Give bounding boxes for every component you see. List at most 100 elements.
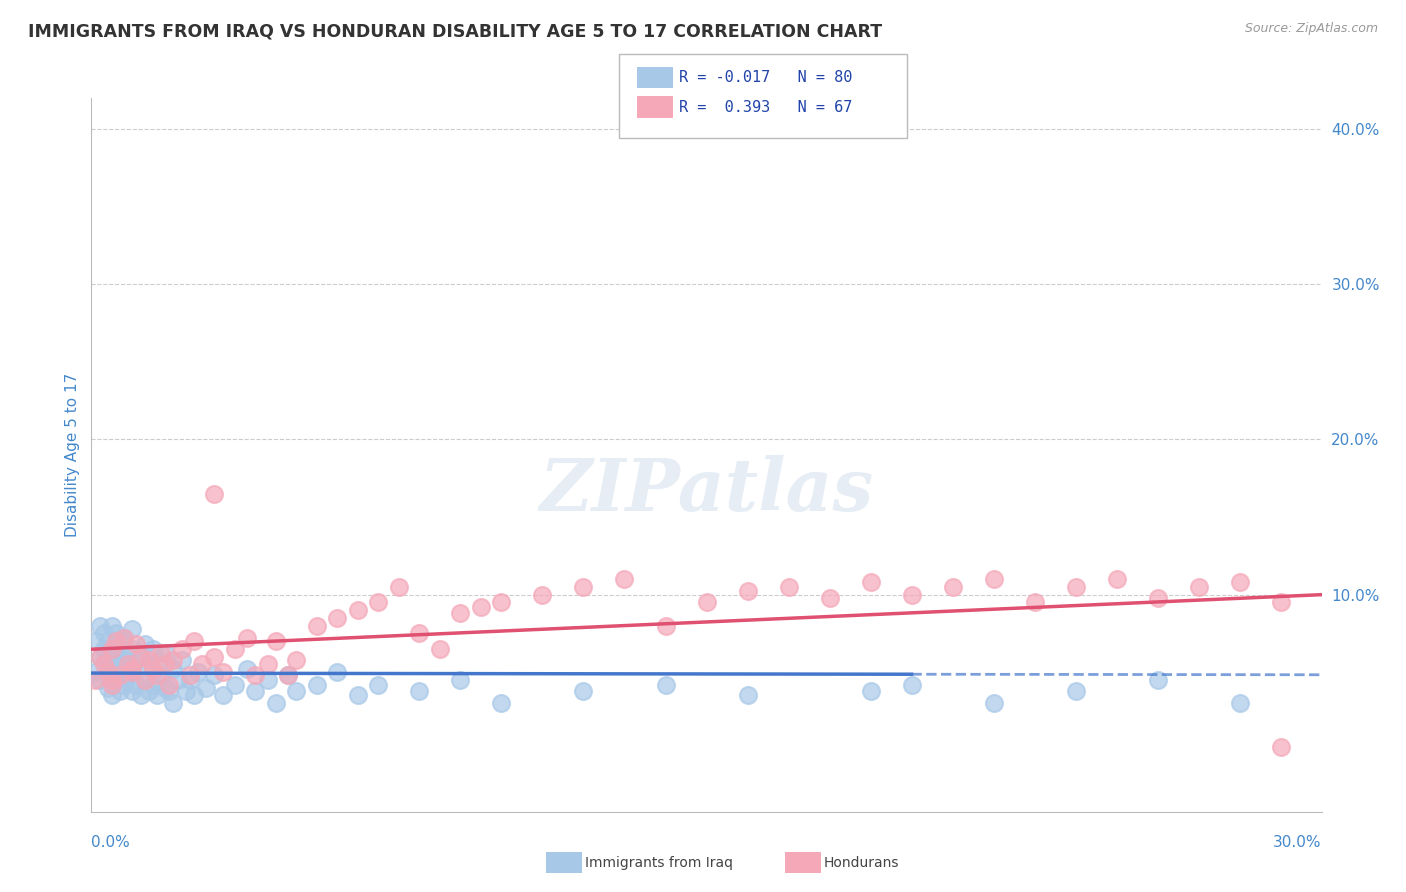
Point [305,677,328,691]
Point [117,647,139,661]
Point [326,665,349,679]
Point [256,657,278,672]
Point [195,681,218,695]
Y-axis label: Disability Age 5 to 17: Disability Age 5 to 17 [65,373,80,537]
Point [108,668,131,682]
Point [191,657,214,672]
Point [108,634,131,648]
Point [150,647,173,661]
Point [572,580,595,594]
Point [97,634,120,648]
Point [142,677,165,691]
Point [326,611,349,625]
Point [1024,595,1046,609]
Text: R = -0.017   N = 80: R = -0.017 N = 80 [679,70,852,85]
Point [162,653,184,667]
Point [142,662,165,676]
Point [162,662,184,676]
Point [129,689,152,703]
Point [101,641,124,656]
Point [146,668,169,682]
Point [89,618,111,632]
Point [183,689,205,703]
Point [170,653,193,667]
Point [93,657,115,672]
Point [1146,591,1168,605]
Point [138,657,160,672]
Point [150,668,173,682]
Point [256,673,278,687]
Point [121,662,143,676]
Point [89,649,111,664]
Point [101,673,124,687]
Text: 30.0%: 30.0% [1274,836,1322,850]
Point [129,649,152,664]
Point [1229,575,1251,590]
Point [224,641,246,656]
Point [449,673,471,687]
Point [900,677,922,691]
Text: Immigrants from Iraq: Immigrants from Iraq [585,855,733,870]
Point [174,683,197,698]
Point [125,677,148,691]
Point [97,649,120,664]
Point [89,673,111,687]
Point [101,689,124,703]
Point [138,653,160,667]
Point [101,677,124,691]
Point [778,580,800,594]
Point [737,689,759,703]
Point [179,668,201,682]
Point [654,618,676,632]
Point [737,584,759,599]
Point [531,588,554,602]
Point [153,647,177,661]
Point [983,696,1005,710]
Point [105,649,127,664]
Point [429,641,451,656]
Point [170,641,193,656]
Point [187,665,209,679]
Text: IMMIGRANTS FROM IRAQ VS HONDURAN DISABILITY AGE 5 TO 17 CORRELATION CHART: IMMIGRANTS FROM IRAQ VS HONDURAN DISABIL… [28,22,882,40]
Point [117,657,139,672]
Point [277,668,299,682]
Point [101,665,124,679]
Point [347,689,370,703]
Point [134,637,156,651]
Point [134,673,156,687]
Point [121,665,143,679]
Point [129,649,152,664]
Point [112,677,135,691]
Point [408,683,430,698]
Point [695,595,717,609]
Point [93,641,115,656]
Point [224,677,246,691]
Point [162,696,184,710]
Point [408,626,430,640]
Point [942,580,965,594]
Point [105,673,127,687]
Point [101,641,124,656]
Point [449,606,471,620]
Point [347,603,370,617]
Point [983,572,1005,586]
Point [305,618,328,632]
Point [138,683,160,698]
Point [1270,595,1292,609]
Point [93,657,115,672]
Point [491,595,513,609]
Point [117,668,139,682]
Point [1187,580,1209,594]
Point [613,572,636,586]
Point [112,631,135,645]
Point [125,637,148,651]
Text: Hondurans: Hondurans [824,855,900,870]
Point [179,673,201,687]
Point [153,681,177,695]
Point [183,634,205,648]
Point [121,622,143,636]
Point [900,588,922,602]
Point [146,653,169,667]
Point [245,668,267,682]
Point [654,677,676,691]
